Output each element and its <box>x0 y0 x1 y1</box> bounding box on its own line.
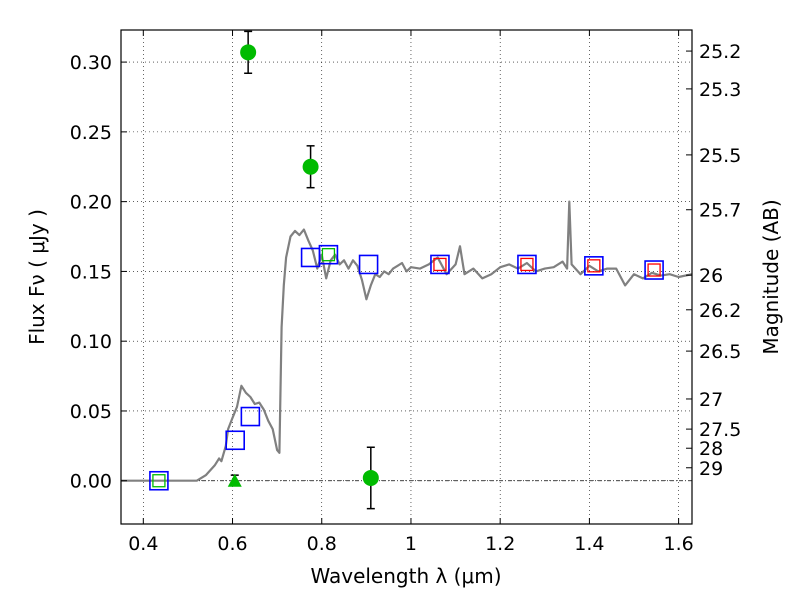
x-tick-label: 1.2 <box>485 533 515 555</box>
red-model-square <box>520 257 534 272</box>
blue-model-square <box>240 406 261 427</box>
y2-axis-label: Magnitude (AB) <box>759 199 783 354</box>
mag-tick-label: 27 <box>699 389 723 411</box>
blue-model-square <box>149 470 169 491</box>
x-tick-label: 0.4 <box>128 533 158 555</box>
green-model-square <box>321 248 336 262</box>
red-model-square <box>433 257 447 272</box>
mag-tick-label: 26.5 <box>699 341 741 363</box>
upper-limit-triangle <box>227 473 242 487</box>
x-tick-label: 0.6 <box>217 533 247 555</box>
blue-model-square <box>225 430 245 451</box>
x-tick-label: 1.4 <box>574 533 604 555</box>
axis-ticks: 0.4 0.6 0.8 1 1.2 1.4 1.6 0.00 0.05 0.10 0.15 0.20 0… <box>70 30 741 555</box>
y-tick-label: 0.20 <box>70 192 112 214</box>
x-tick-label: 1 <box>405 533 417 555</box>
y-tick-label: 0.15 <box>70 261 112 283</box>
mag-tick-label: 26.2 <box>699 300 741 322</box>
mag-tick-label: 25.5 <box>699 145 741 167</box>
mag-tick-label: 26 <box>699 265 723 287</box>
red-model-square <box>647 263 661 277</box>
y-tick-label: 0.05 <box>70 401 112 423</box>
grid <box>121 30 692 524</box>
blue-model-square <box>358 254 379 275</box>
y-tick-label: 0.00 <box>70 471 112 493</box>
mag-tick-label: 29 <box>699 458 723 480</box>
mag-tick-label: 25.2 <box>699 41 741 63</box>
mag-tick-label: 27.5 <box>699 419 741 441</box>
mag-tick-label: 25.7 <box>699 200 741 222</box>
plot-frame <box>120 29 693 525</box>
y-tick-label: 0.30 <box>70 52 112 74</box>
y-tick-label: 0.25 <box>70 122 112 144</box>
x-tick-label: 0.8 <box>307 533 337 555</box>
blue-model-square <box>517 254 537 275</box>
green-model-square <box>152 474 166 488</box>
blue-model-square <box>644 260 664 280</box>
mag-tick-label: 28 <box>699 438 723 460</box>
observed-point <box>240 44 257 61</box>
blue-model-square <box>584 256 604 276</box>
y-tick-label: 0.10 <box>70 331 112 353</box>
data-marks <box>149 30 664 510</box>
x-tick-label: 1.6 <box>664 533 694 555</box>
blue-model-square <box>430 254 450 275</box>
mag-tick-label: 25.3 <box>699 79 741 101</box>
y-axis-label: Flux Fν ( μJy ) <box>25 209 49 345</box>
red-model-square <box>587 259 601 273</box>
blue-model-square <box>318 244 339 265</box>
model-spectrum-line <box>121 200 693 482</box>
observed-point <box>302 158 319 175</box>
x-axis-label: Wavelength λ (μm) <box>310 564 501 588</box>
observed-point <box>362 469 379 486</box>
